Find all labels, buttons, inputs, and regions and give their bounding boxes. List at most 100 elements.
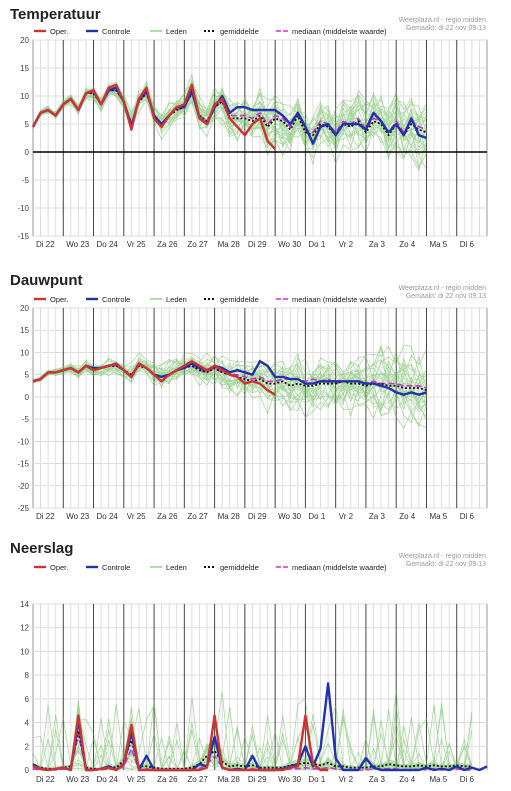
y-tick-label: 10	[20, 92, 29, 101]
legend-label-mediaan: mediaan (middelste waarde)	[292, 27, 387, 36]
x-tick-label: Vr 25	[127, 512, 146, 521]
legend-label-mediaan: mediaan (middelste waarde)	[292, 563, 387, 572]
source-made: Gemaakt: di 22 nov 09:13	[406, 293, 486, 300]
y-tick-label: 0	[25, 148, 30, 157]
x-tick-label: Ma 5	[429, 775, 447, 784]
x-tick-label: Do 24	[97, 512, 119, 521]
legend-label-leden: Leden	[166, 27, 187, 36]
series-line-oper	[32, 714, 329, 772]
y-tick-label: 10	[20, 348, 29, 357]
legend-label-leden: Leden	[166, 563, 187, 572]
legend-label-controle: Controle	[102, 27, 130, 36]
x-tick-label: Vr 2	[339, 240, 354, 249]
y-tick-label: 20	[20, 304, 29, 313]
x-tick-label: Ma 5	[429, 512, 447, 521]
series-line-oper	[32, 360, 276, 396]
x-tick-label: Di 6	[460, 240, 475, 249]
x-tick-label: Ma 5	[429, 240, 447, 249]
panel-neerslag: Neerslag 0 2 4 6 8 10 12 14 Di 22 Wo 23 Do 24 Vr 25…	[0, 536, 511, 791]
source-site: Weerplaza.nl - regio midden	[399, 285, 487, 292]
ensemble-member-line	[32, 359, 427, 406]
x-tick-label: Do 24	[97, 240, 119, 249]
chart-neerslag: 0 2 4 6 8 10 12 14 Di 22 Wo 23 Do 24 Vr 25 Za 26 Zo 2…	[20, 553, 488, 784]
x-tick-label: Di 6	[460, 775, 475, 784]
y-tick-label: -5	[22, 176, 30, 185]
y-tick-label: 0	[25, 766, 30, 775]
x-tick-label: Zo 27	[187, 240, 208, 249]
x-tick-label: Wo 30	[278, 512, 302, 521]
y-tick-label: 15	[20, 326, 29, 335]
legend-label-mediaan: mediaan (middelste waarde)	[292, 295, 387, 304]
source-site: Weerplaza.nl - regio midden	[399, 17, 487, 24]
x-tick-label: Di 22	[36, 240, 55, 249]
x-tick-label: Do 1	[308, 240, 325, 249]
legend-label-gemiddelde: gemiddelde	[220, 27, 259, 36]
x-tick-label: Ma 28	[218, 240, 241, 249]
x-tick-label: Wo 30	[278, 240, 302, 249]
x-tick-label: Wo 23	[66, 240, 90, 249]
x-tick-label: Zo 27	[187, 512, 208, 521]
series-line-oper	[31, 83, 276, 150]
x-tick-label: Zo 4	[399, 240, 416, 249]
y-tick-label: 2	[25, 742, 30, 751]
x-tick-label: Zo 27	[187, 775, 208, 784]
x-tick-label: Zo 4	[399, 775, 416, 784]
panel-title: Dauwpunt	[10, 272, 83, 289]
y-tick-label: 14	[20, 600, 29, 609]
x-tick-label: Ma 28	[218, 775, 241, 784]
x-tick-label: Di 22	[36, 512, 55, 521]
x-tick-label: Di 22	[36, 775, 55, 784]
x-tick-label: Za 26	[157, 512, 178, 521]
x-tick-label: Za 26	[157, 240, 178, 249]
legend: Oper. Controle Leden gemiddelde mediaan (mid…	[34, 563, 387, 572]
x-tick-label: Di 6	[460, 512, 475, 521]
legend: Oper. Controle Leden gemiddelde mediaan (mid…	[34, 27, 387, 36]
source-made: Gemaakt: di 22 nov 09:13	[406, 25, 486, 32]
x-tick-label: Za 3	[369, 512, 386, 521]
y-tick-label: 6	[25, 695, 30, 704]
x-tick-label: Wo 23	[66, 775, 90, 784]
y-tick-label: 8	[25, 671, 30, 680]
x-tick-label: Vr 25	[127, 775, 146, 784]
legend-label-leden: Leden	[166, 295, 187, 304]
y-tick-label: -25	[17, 504, 29, 513]
legend-label-oper: Oper.	[50, 563, 68, 572]
y-tick-label: 12	[20, 624, 29, 633]
x-tick-label: Ma 28	[218, 512, 241, 521]
x-tick-label: Za 26	[157, 775, 178, 784]
y-tick-label: -15	[17, 460, 29, 469]
x-tick-label: Za 3	[369, 240, 386, 249]
y-tick-label: 5	[25, 371, 30, 380]
y-tick-label: 20	[20, 36, 29, 45]
y-tick-label: -10	[17, 437, 29, 446]
y-tick-label: 0	[25, 393, 30, 402]
source-site: Weerplaza.nl - regio midden	[399, 553, 487, 560]
legend-label-gemiddelde: gemiddelde	[220, 563, 259, 572]
ensemble-member-line	[32, 79, 427, 153]
x-tick-label: Di 29	[248, 775, 267, 784]
y-tick-label: 4	[25, 719, 30, 728]
x-tick-label: Wo 23	[66, 512, 90, 521]
panel-dauwpunt: Dauwpunt -25 -20 -15 -10 -5 0 5 10 15 20 Di 22 Wo 2…	[0, 268, 511, 526]
y-tick-label: -5	[22, 415, 30, 424]
legend-label-controle: Controle	[102, 563, 130, 572]
chart-temperatuur: -15 -10 -5 0 5 10 15 20 Di 22 Wo 23 Do 24 Vr 25 Za 2…	[17, 17, 488, 249]
legend-label-oper: Oper.	[50, 27, 68, 36]
panel-title: Neerslag	[10, 540, 74, 557]
x-tick-label: Wo 30	[278, 775, 302, 784]
legend: Oper. Controle Leden gemiddelde mediaan (mid…	[34, 295, 387, 304]
x-tick-label: Do 1	[308, 775, 325, 784]
x-tick-label: Vr 2	[339, 775, 354, 784]
y-tick-label: -20	[17, 482, 29, 491]
ensemble-member-line	[32, 707, 473, 771]
legend-label-controle: Controle	[102, 295, 130, 304]
x-tick-label: Vr 2	[339, 512, 354, 521]
x-tick-label: Vr 25	[127, 240, 146, 249]
x-tick-label: Di 29	[248, 512, 267, 521]
legend-label-oper: Oper.	[50, 295, 68, 304]
legend-label-gemiddelde: gemiddelde	[220, 295, 259, 304]
y-tick-label: -10	[17, 204, 29, 213]
x-tick-label: Za 3	[369, 775, 386, 784]
panel-temperatuur: Temperatuur -15 -10 -5 0 5 10 15 20 Di 22 Wo 23 Do…	[0, 0, 511, 265]
y-tick-label: -15	[17, 232, 29, 241]
